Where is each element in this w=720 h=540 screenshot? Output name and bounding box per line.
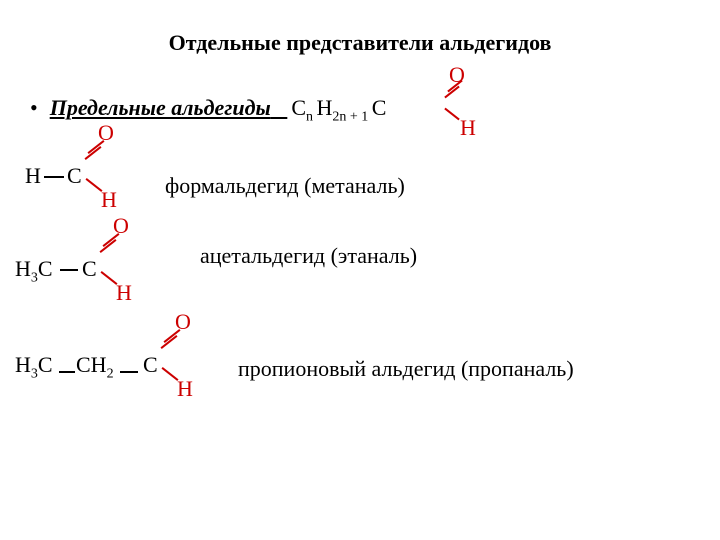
prop-H3C-sub: 3: [31, 366, 38, 381]
prop-C: C: [143, 352, 158, 378]
prop-bond1: [59, 371, 75, 373]
acet-CH-bond: [101, 271, 118, 285]
acet-C: C: [82, 256, 97, 282]
prop-CH2-CH: CH: [76, 352, 107, 377]
prop-H-bottom: H: [177, 376, 193, 402]
form-H-bottom: H: [101, 187, 117, 213]
page-title: Отдельные представители альдегидов: [0, 0, 720, 56]
bullet: •: [30, 95, 38, 121]
formaldehyde-label: формальдегид (метаналь): [165, 173, 405, 199]
underline-spacer: [271, 95, 288, 121]
propionaldehyde-label: пропионовый альдегид (пропаналь): [238, 356, 574, 382]
acet-CC-bond: [60, 269, 78, 271]
section-label: Предельные альдегиды: [50, 95, 271, 121]
acet-H3C: H3C: [15, 256, 53, 286]
form-HC-bond: [44, 176, 64, 178]
prop-H3C-H: H: [15, 352, 31, 377]
prop-H3C-C: C: [38, 352, 53, 377]
acet-H3C-sub: 3: [31, 270, 38, 285]
acet-H3C-C: C: [38, 256, 53, 281]
prop-CH-bond: [162, 367, 179, 381]
acet-H-bottom: H: [116, 280, 132, 306]
form-CH-bond: [86, 178, 103, 192]
formula-sub-n: n: [306, 109, 317, 124]
acet-H3C-H: H: [15, 256, 31, 281]
formula-C2: C: [372, 95, 387, 120]
general-formula: Cn H2n + 1 C: [291, 95, 386, 125]
form-C: C: [67, 163, 82, 189]
prop-CH2: CH2: [76, 352, 114, 382]
acetaldehyde-label: ацетальдегид (этаналь): [200, 243, 417, 269]
section-heading-line: • Предельные альдегиды Cn H2n + 1 C: [30, 95, 386, 125]
prop-CH2-sub: 2: [107, 366, 114, 381]
formula-sub-2n1: 2n + 1: [332, 109, 371, 124]
general-H: H: [460, 115, 476, 141]
formula-C1: C: [291, 95, 306, 120]
prop-H3C: H3C: [15, 352, 53, 382]
form-H-left: H: [25, 163, 41, 189]
general-CH-bond: [444, 108, 459, 121]
prop-bond2: [120, 371, 138, 373]
formula-H: H: [317, 95, 333, 120]
